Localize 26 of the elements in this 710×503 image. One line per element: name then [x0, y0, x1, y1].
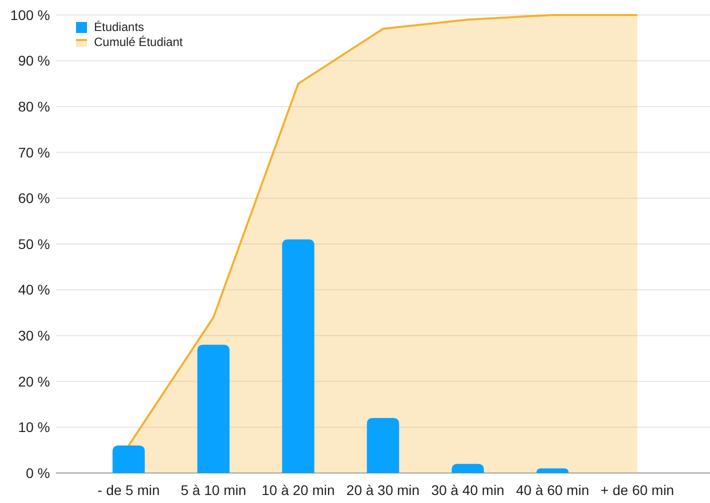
- x-tick-label: 10 à 20 min: [262, 482, 335, 498]
- y-tick-label: 40 %: [18, 282, 50, 298]
- legend-label: Cumulé Étudiant: [94, 35, 184, 50]
- legend-label: Étudiants: [94, 20, 144, 34]
- x-tick-label: 40 à 60 min: [516, 482, 590, 498]
- bar: [536, 468, 569, 473]
- y-tick-label: 90 %: [18, 52, 50, 69]
- y-tick-label: 70 %: [18, 144, 50, 160]
- bar: [452, 464, 484, 473]
- y-tick-label: 100 %: [10, 6, 50, 23]
- x-tick-label: 5 à 10 min: [180, 482, 246, 498]
- x-tick-label: - de 5 min: [98, 482, 160, 498]
- y-tick-label: 20 %: [18, 373, 50, 390]
- y-tick-label: 10 %: [18, 419, 50, 436]
- x-tick-label: 30 à 40 min: [431, 482, 504, 498]
- bar: [197, 344, 230, 473]
- y-tick-label: 30 %: [18, 328, 50, 344]
- y-tick-label: 60 %: [18, 190, 50, 206]
- y-tick-label: 50 %: [18, 236, 50, 252]
- y-tick-label: 80 %: [18, 98, 50, 114]
- bar: [282, 239, 314, 473]
- bar: [366, 418, 400, 473]
- x-tick-label: 20 à 30 min: [346, 482, 420, 498]
- x-tick-label: + de 60 min: [600, 482, 674, 498]
- y-tick-label: 0 %: [26, 464, 50, 481]
- bar: [112, 446, 145, 473]
